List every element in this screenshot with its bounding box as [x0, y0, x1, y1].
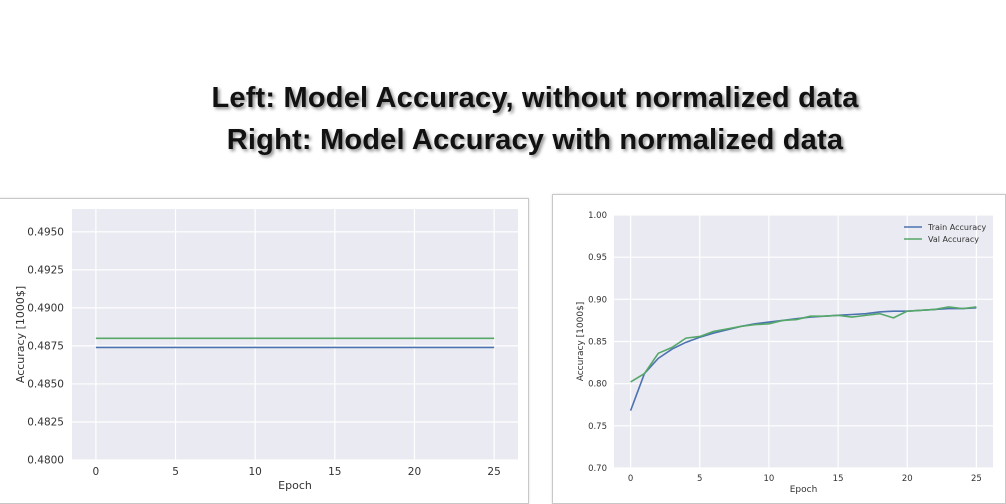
x-axis-label: Epoch	[278, 479, 312, 492]
y-tick-label: 0.90	[588, 295, 607, 305]
headline-line-2: Right: Model Accuracy with normalized da…	[226, 124, 844, 156]
y-tick-label: 0.85	[588, 337, 607, 347]
y-tick-label: 1.00	[588, 211, 607, 221]
y-tick-label: 0.4900	[27, 303, 64, 315]
legend-label-1: Train Accuracy	[927, 223, 987, 232]
y-tick-label: 0.4850	[27, 379, 64, 391]
y-tick-label: 0.4825	[27, 417, 64, 429]
x-tick-label: 20	[902, 474, 913, 484]
x-tick-label: 25	[971, 474, 982, 484]
series-line-2	[630, 306, 977, 383]
y-axis-label: Accuracy [1000$]	[576, 302, 586, 382]
x-tick-label: 0	[628, 474, 633, 484]
left-accuracy-chart: 0.4800 0.4825 0.4850 0.4875 0.4900 0.4925 0.49…	[14, 209, 518, 492]
x-tick-label: 10	[248, 466, 261, 478]
headline-line-1: Left: Model Accuracy, without normalized…	[211, 82, 859, 114]
x-tick-label: 0	[93, 466, 100, 478]
legend-label-2: Val Accuracy	[928, 235, 979, 244]
x-axis-label: Epoch	[790, 485, 818, 495]
left-chart-panel: 0.4800 0.4825 0.4850 0.4875 0.4900 0.4925 0.49…	[0, 198, 529, 504]
y-tick-label: 0.4800	[27, 455, 64, 467]
y-tick-label: 0.4925	[27, 265, 64, 277]
plot-area	[72, 209, 518, 460]
y-tick-label: 0.75	[588, 422, 607, 432]
y-tick-label: 0.70	[588, 464, 607, 474]
x-tick-label: 15	[833, 474, 844, 484]
y-tick-label: 0.95	[588, 253, 607, 263]
x-tick-label: 20	[408, 466, 421, 478]
y-tick-label: 0.4875	[27, 341, 64, 353]
x-tick-label: 25	[487, 466, 500, 478]
x-tick-label: 5	[172, 466, 179, 478]
right-chart-panel: 0.70 0.75 0.80 0.85 0.90 0.95 1.00 0 5 10 15 20 25 Ep…	[552, 194, 1006, 504]
x-tick-label: 15	[328, 466, 341, 478]
x-tick-label: 5	[697, 474, 702, 484]
y-tick-label: 0.80	[588, 380, 607, 390]
y-axis-label: Accuracy [1000$]	[14, 286, 27, 383]
x-tick-label: 10	[764, 474, 775, 484]
y-tick-label: 0.4950	[27, 226, 64, 238]
right-accuracy-chart: 0.70 0.75 0.80 0.85 0.90 0.95 1.00 0 5 10 15 20 25 Ep…	[576, 211, 993, 495]
